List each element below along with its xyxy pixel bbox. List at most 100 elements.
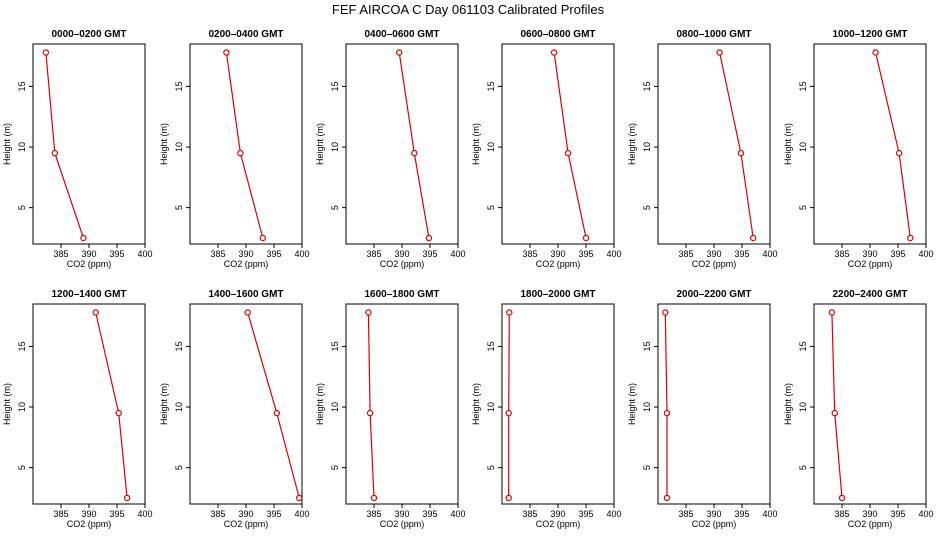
y-tick-label: 10 xyxy=(17,142,27,152)
x-axis-label: CO2 (ppm) xyxy=(536,519,581,529)
x-tick-label: 400 xyxy=(606,509,621,519)
y-tick-label: 15 xyxy=(642,341,652,351)
data-point xyxy=(737,149,745,157)
data-point xyxy=(42,49,50,56)
data-point xyxy=(80,234,87,242)
x-tick-label: 385 xyxy=(366,249,381,259)
x-tick-label: 395 xyxy=(578,249,593,259)
data-point xyxy=(506,309,513,316)
data-point xyxy=(582,234,590,242)
x-tick-label: 390 xyxy=(862,509,877,519)
x-tick-label: 400 xyxy=(918,249,933,259)
x-tick-label: 390 xyxy=(862,249,877,259)
data-point xyxy=(92,309,99,316)
profile-panel: 0400–0600 GMT 385 390 395 400 5 10 15 CO2 (ppm) H… xyxy=(315,29,466,269)
x-tick-label: 385 xyxy=(210,509,225,519)
data-point xyxy=(115,409,122,417)
y-tick-label: 15 xyxy=(174,341,184,351)
y-tick-label: 15 xyxy=(486,81,496,91)
panel-title: 0400–0600 GMT xyxy=(364,29,439,40)
y-tick-label: 10 xyxy=(174,402,184,412)
panel-title: 1400–1600 GMT xyxy=(208,289,283,300)
y-tick-label: 5 xyxy=(798,205,808,210)
profile-line xyxy=(247,312,300,499)
data-point xyxy=(663,494,671,502)
profile-panel: 2000–2200 GMT 385 390 395 400 5 10 15 CO2 (ppm) H… xyxy=(627,289,778,529)
y-tick-label: 5 xyxy=(486,205,496,210)
panel-title: 2200–2400 GMT xyxy=(832,289,907,300)
x-tick-label: 390 xyxy=(550,249,565,259)
y-tick-label: 5 xyxy=(798,465,808,470)
x-tick-label: 385 xyxy=(366,509,381,519)
x-tick-label: 400 xyxy=(450,509,465,519)
x-tick-label: 395 xyxy=(734,509,749,519)
plot-frame xyxy=(813,43,927,245)
x-tick-label: 390 xyxy=(238,249,253,259)
y-tick-label: 10 xyxy=(642,402,652,412)
x-tick-label: 385 xyxy=(53,249,68,259)
y-tick-label: 15 xyxy=(486,341,496,351)
profile-line xyxy=(875,52,911,238)
plot-frame xyxy=(32,43,146,245)
x-tick-label: 395 xyxy=(109,509,124,519)
data-point xyxy=(716,49,723,56)
x-tick-label: 385 xyxy=(678,509,693,519)
data-point xyxy=(550,49,558,56)
y-tick-label: 15 xyxy=(798,81,808,91)
plot-frame xyxy=(657,43,771,245)
data-point xyxy=(366,409,374,417)
profile-line xyxy=(95,312,128,498)
y-axis-label: Height (m) xyxy=(627,123,637,165)
x-tick-label: 395 xyxy=(890,509,905,519)
data-point xyxy=(411,149,418,157)
data-point xyxy=(750,234,757,242)
profile-line xyxy=(553,52,587,239)
plot-frame xyxy=(501,303,615,505)
y-axis-label: Height (m) xyxy=(783,383,793,425)
x-tick-label: 395 xyxy=(266,509,281,519)
panel-title: 0800–1000 GMT xyxy=(676,29,751,40)
data-point xyxy=(425,234,433,242)
panel-title: 1600–1800 GMT xyxy=(364,289,439,300)
data-point xyxy=(51,149,59,157)
x-tick-label: 400 xyxy=(137,509,152,519)
panel-title: 0600–0800 GMT xyxy=(520,29,595,40)
plot-frame xyxy=(32,303,146,505)
profile-panel: 0600–0800 GMT 385 390 395 400 5 10 15 CO2 (ppm) H… xyxy=(471,29,622,269)
y-axis-label: Height (m) xyxy=(2,123,12,165)
y-tick-label: 10 xyxy=(174,142,184,152)
panel-title: 1200–1400 GMT xyxy=(51,289,126,300)
x-tick-label: 390 xyxy=(706,509,721,519)
x-axis-label: CO2 (ppm) xyxy=(692,259,737,269)
x-tick-label: 385 xyxy=(678,249,693,259)
x-tick-label: 385 xyxy=(53,509,68,519)
profile-panel: 2200–2400 GMT 385 390 395 400 5 10 15 CO2 (ppm) H… xyxy=(783,289,934,529)
panel-grid: 0000–0200 GMT 385 390 395 400 5 10 15 CO2 (ppm) H… xyxy=(2,29,934,529)
profile-line xyxy=(664,312,668,498)
y-tick-label: 5 xyxy=(642,465,652,470)
profile-panel: 1400–1600 GMT 385 390 395 400 5 10 15 CO2 (ppm) H… xyxy=(159,289,310,529)
y-tick-label: 10 xyxy=(486,142,496,152)
profile-line xyxy=(367,312,375,498)
data-point xyxy=(828,309,836,316)
x-axis-label: CO2 (ppm) xyxy=(692,519,737,529)
y-tick-label: 5 xyxy=(486,465,496,470)
data-point xyxy=(396,49,403,56)
profile-line xyxy=(398,52,430,239)
data-point xyxy=(831,409,838,417)
y-tick-label: 15 xyxy=(642,81,652,91)
y-tick-label: 15 xyxy=(330,81,340,91)
x-axis-label: CO2 (ppm) xyxy=(848,519,893,529)
y-axis-label: Height (m) xyxy=(2,383,12,425)
profile-panel: 1800–2000 GMT 385 390 395 400 5 10 15 CO2 (ppm) H… xyxy=(471,289,622,529)
x-axis-label: CO2 (ppm) xyxy=(536,259,581,269)
x-tick-label: 395 xyxy=(109,249,124,259)
data-point xyxy=(505,409,512,417)
y-tick-label: 10 xyxy=(798,142,808,152)
data-point xyxy=(244,309,251,316)
profile-line xyxy=(831,312,843,498)
y-axis-label: Height (m) xyxy=(159,123,169,165)
y-axis-label: Height (m) xyxy=(783,123,793,165)
x-tick-label: 400 xyxy=(606,249,621,259)
